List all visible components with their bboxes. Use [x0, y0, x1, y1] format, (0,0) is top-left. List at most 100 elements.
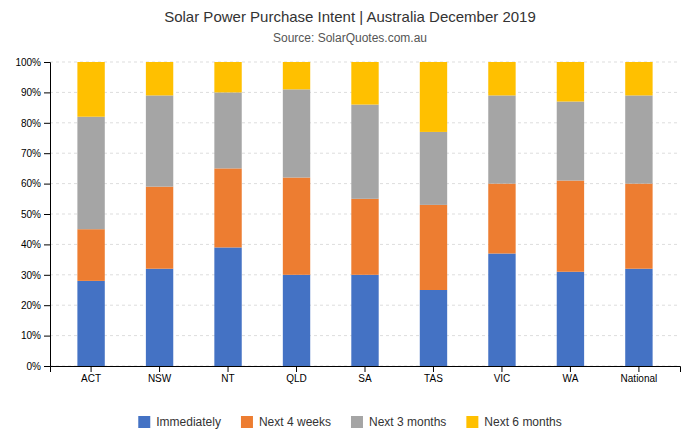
tick: TAS — [424, 366, 443, 384]
tick-label: National — [621, 373, 658, 384]
series — [77, 89, 652, 229]
tick: 40% — [21, 239, 50, 250]
tick-label: 90% — [21, 87, 41, 98]
legend-item: Immediately — [138, 415, 221, 429]
tick-label: 50% — [21, 209, 41, 220]
tick-mark — [159, 366, 160, 372]
tick: VIC — [494, 366, 511, 384]
tick: ACT — [81, 366, 101, 384]
bar — [283, 62, 310, 89]
tick-mark — [44, 153, 50, 154]
bar — [214, 168, 241, 247]
tick-mark — [638, 366, 639, 372]
legend-swatch — [466, 416, 478, 428]
tick-label: NT — [221, 373, 234, 384]
x-axis: ACT NSW NT QLD SA TAS VIC WA National — [51, 366, 681, 384]
bar — [146, 187, 173, 269]
tick: 10% — [21, 330, 50, 341]
legend-swatch — [351, 416, 363, 428]
bar — [488, 184, 515, 254]
tick: 90% — [21, 87, 50, 98]
bar — [625, 62, 652, 95]
tick-label: NSW — [148, 373, 172, 384]
bar — [146, 95, 173, 186]
bar — [351, 62, 378, 105]
tick-label: WA — [563, 373, 579, 384]
tick-label: VIC — [494, 373, 511, 384]
tick-mark — [365, 366, 366, 372]
tick-mark — [44, 123, 50, 124]
tick-label: ACT — [81, 373, 101, 384]
tick-mark — [44, 305, 50, 306]
series — [77, 62, 652, 132]
tick: 30% — [21, 270, 50, 281]
tick-label: 80% — [21, 118, 41, 129]
bar — [557, 102, 584, 181]
bar — [420, 62, 447, 132]
legend-label: Next 3 months — [369, 415, 446, 429]
legend-item: Next 4 weeks — [241, 415, 331, 429]
legend-label: Immediately — [156, 415, 221, 429]
tick-label: 100% — [15, 57, 41, 68]
tick-label: 0% — [27, 361, 42, 372]
bar — [557, 181, 584, 272]
chart: Solar Power Purchase Intent | Australia … — [0, 0, 700, 444]
bar — [283, 89, 310, 177]
grid — [50, 62, 680, 366]
tick-label: QLD — [286, 373, 307, 384]
legend-label: Next 6 months — [484, 415, 561, 429]
tick-mark — [44, 366, 50, 367]
tick-label: 40% — [21, 239, 41, 250]
tick-label: TAS — [424, 373, 443, 384]
bar — [214, 247, 241, 366]
bar — [420, 290, 447, 366]
bar — [351, 105, 378, 199]
bar — [283, 275, 310, 366]
tick-label: SA — [358, 373, 372, 384]
title: Solar Power Purchase Intent | Australia … — [164, 8, 536, 25]
tick: NT — [221, 366, 234, 384]
bar — [557, 62, 584, 102]
tick-mark — [44, 336, 50, 337]
axis-line — [51, 367, 681, 373]
tick-mark — [44, 62, 50, 63]
tick: 50% — [21, 209, 50, 220]
bars — [77, 62, 652, 366]
tick: SA — [358, 366, 372, 384]
tick: 60% — [21, 178, 50, 189]
bar — [625, 269, 652, 366]
tick: 0% — [27, 361, 50, 372]
tick-mark — [433, 366, 434, 372]
tick-label: 30% — [21, 270, 41, 281]
tick-mark — [44, 244, 50, 245]
tick-mark — [44, 184, 50, 185]
tick-label: 20% — [21, 300, 41, 311]
y-axis: 0% 10% 20% 30% 40% 50% 60% 70% 80% 90% 100% — [15, 57, 50, 372]
tick-mark — [296, 366, 297, 372]
tick-label: 70% — [21, 148, 41, 159]
bar — [214, 92, 241, 168]
bar — [77, 229, 104, 281]
bar — [146, 62, 173, 95]
bar — [420, 132, 447, 205]
bar — [77, 281, 104, 366]
legend-item: Next 3 months — [351, 415, 446, 429]
bar — [488, 254, 515, 366]
legend-item: Next 6 months — [466, 415, 561, 429]
tick-label: 60% — [21, 178, 41, 189]
plot: 0% 10% 20% 30% 40% 50% 60% 70% 80% 90% 100% ACT NSW N… — [15, 57, 680, 384]
bar — [488, 62, 515, 95]
tick: NSW — [148, 366, 172, 384]
tick: QLD — [286, 366, 307, 384]
bar — [557, 272, 584, 366]
tick: National — [621, 366, 658, 384]
tick-mark — [570, 366, 571, 372]
bar — [625, 95, 652, 183]
bar — [351, 199, 378, 275]
bar — [146, 269, 173, 366]
bar — [420, 205, 447, 290]
legend: Immediately Next 4 weeks Next 3 months Next… — [138, 415, 561, 429]
bar — [488, 95, 515, 183]
legend-label: Next 4 weeks — [259, 415, 331, 429]
bar — [77, 117, 104, 229]
